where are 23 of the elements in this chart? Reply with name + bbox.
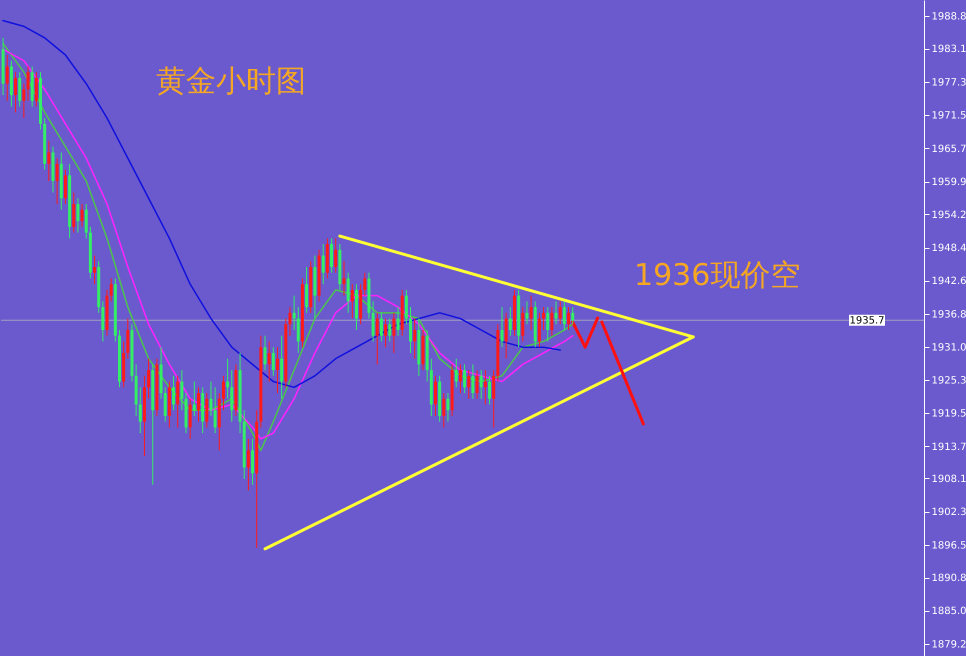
y-tick-label: 1879.2 [932,639,966,650]
y-tick-label: 1954.2 [932,210,966,221]
y-tick-label: 1885.0 [932,606,966,618]
y-tick-label: 1942.6 [932,276,966,288]
annotation: 1936现价空 [634,258,800,293]
annotation: 黄金小时图 [156,64,306,99]
y-tick-label: 1902.3 [932,507,966,518]
y-tick-label: 1971.5 [932,110,966,122]
y-tick-label: 1913.7 [932,442,966,453]
y-tick-label: 1919.5 [932,408,966,420]
y-tick-label: 1925.3 [932,375,966,386]
y-tick-label: 1977.3 [932,77,966,88]
ref-line-label: 1935.7 [850,315,884,326]
y-tick-label: 1936.8 [932,309,966,320]
y-tick-label: 1908.1 [932,474,966,485]
y-tick-label: 1983.1 [932,44,966,56]
y-tick-label: 1959.9 [932,177,966,188]
y-tick-label: 1890.8 [932,573,966,584]
y-tick-label: 1965.7 [932,144,966,155]
y-tick-label: 1896.5 [932,540,966,552]
y-tick-label: 1948.4 [932,243,966,254]
y-tick-label: 1988.8 [932,12,966,23]
y-tick-label: 1931.0 [932,342,966,354]
